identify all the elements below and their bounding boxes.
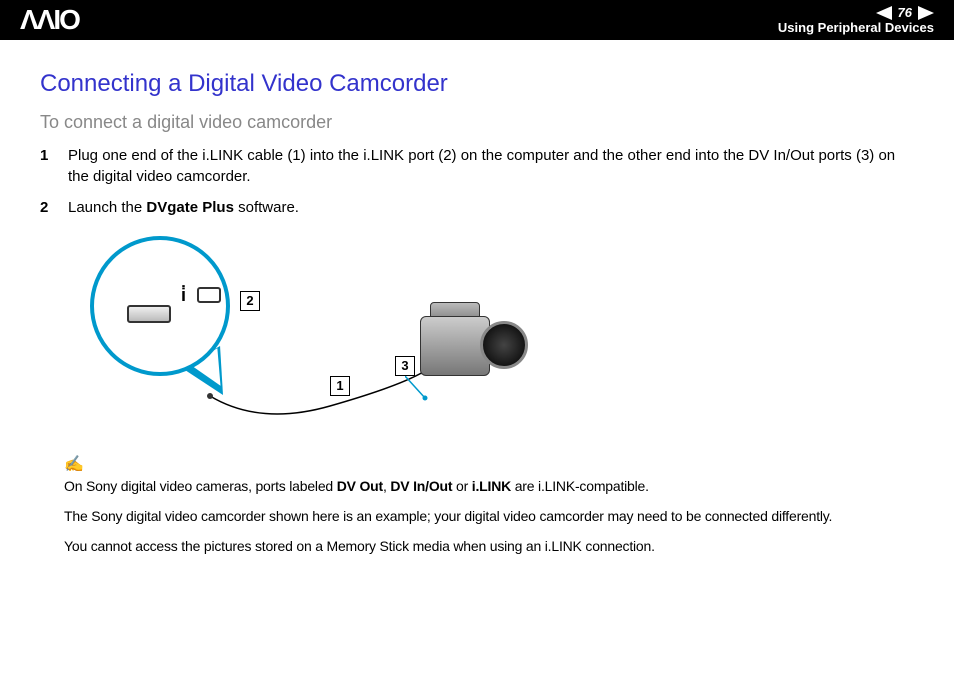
step-number: 2 — [40, 197, 68, 218]
diagram-label-3: 3 — [395, 356, 415, 376]
callout-circle: i̇ — [90, 236, 230, 376]
note-bold: DV Out — [337, 478, 383, 494]
section-title: Using Peripheral Devices — [778, 20, 934, 35]
note-text: The Sony digital video camcorder shown h… — [64, 508, 914, 524]
step-number: 1 — [40, 145, 68, 187]
ilink-symbol-icon: i̇ — [181, 285, 186, 306]
page-number: 76 — [898, 5, 912, 20]
note-text: You cannot access the pictures stored on… — [64, 538, 914, 554]
step-text-bold: DVgate Plus — [146, 199, 234, 216]
note-bold: i.LINK — [472, 478, 511, 494]
ilink-plug-icon — [127, 305, 171, 323]
page-content: Connecting a Digital Video Camcorder To … — [0, 40, 954, 588]
vaio-logo: ΛɅΙΟ — [20, 4, 79, 36]
note-segment: are i.LINK-compatible. — [511, 478, 649, 494]
next-page-icon[interactable] — [918, 6, 934, 20]
camcorder-lens — [480, 321, 528, 369]
page-header: ΛɅΙΟ 76 Using Peripheral Devices — [0, 0, 954, 40]
ilink-detail: i̇ — [125, 285, 195, 327]
step-text: Launch the DVgate Plus software. — [68, 197, 299, 218]
diagram-label-2: 2 — [240, 291, 260, 311]
diagram-label-1: 1 — [330, 376, 350, 396]
step-text-before: Launch the — [68, 199, 146, 216]
note-icon: ✍ — [64, 454, 914, 474]
prev-page-icon[interactable] — [876, 6, 892, 20]
note-bold: DV In/Out — [390, 478, 452, 494]
header-right: 76 Using Peripheral Devices — [778, 5, 934, 35]
page-nav: 76 — [876, 5, 934, 20]
steps-list: 1 Plug one end of the i.LINK cable (1) i… — [40, 145, 914, 218]
note-segment: or — [452, 478, 471, 494]
page-subheading: To connect a digital video camcorder — [40, 112, 914, 133]
connection-diagram: i̇ 2 1 3 — [80, 236, 540, 436]
notes-section: ✍ On Sony digital video cameras, ports l… — [64, 454, 914, 554]
page-heading: Connecting a Digital Video Camcorder — [40, 70, 914, 98]
step-text-after: software. — [234, 199, 299, 216]
step-text: Plug one end of the i.LINK cable (1) int… — [68, 145, 914, 187]
step-item: 2 Launch the DVgate Plus software. — [40, 197, 914, 218]
camcorder-illustration — [420, 296, 540, 396]
note-segment: On Sony digital video cameras, ports lab… — [64, 478, 337, 494]
ilink-port-icon — [197, 287, 221, 303]
step-item: 1 Plug one end of the i.LINK cable (1) i… — [40, 145, 914, 187]
note-text: On Sony digital video cameras, ports lab… — [64, 478, 914, 494]
